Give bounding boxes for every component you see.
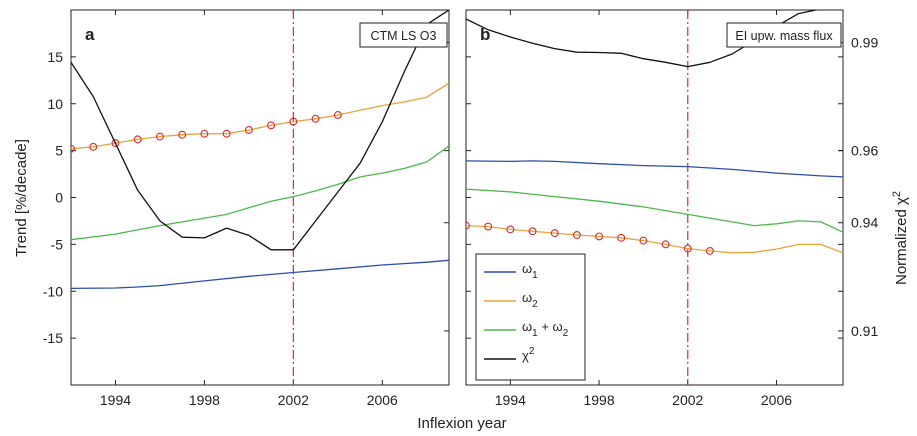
data-marker [572, 231, 581, 239]
y2-tick-label: 0.99 [851, 34, 878, 50]
data-marker [200, 129, 209, 138]
data-marker [550, 229, 559, 238]
y-tick-label: 10 [47, 96, 63, 112]
y2-tick-label: 0.91 [851, 323, 878, 339]
superscript-2: 2 [891, 191, 903, 197]
panel-title-box [359, 22, 448, 48]
data-marker [289, 117, 298, 126]
y-tick-label: -10 [43, 283, 63, 299]
panel-title: CTM LS O3 [371, 29, 437, 43]
x-tick-label: 2002 [672, 392, 703, 408]
series-line [466, 224, 843, 254]
data-marker [333, 111, 342, 119]
x-axis-label: Inflexion year [417, 415, 506, 432]
y-tick-label: 15 [47, 49, 63, 65]
panel-title-box [726, 22, 842, 48]
data-marker [89, 142, 98, 151]
data-marker [705, 246, 714, 255]
x-tick-label: 2006 [367, 392, 398, 408]
data-marker [71, 144, 75, 153]
data-marker [267, 121, 276, 130]
x-tick-label: 2002 [278, 392, 309, 408]
series-line [71, 145, 449, 241]
y-axis-label-left: Trend [%/decade] [13, 139, 30, 257]
data-marker [484, 222, 493, 231]
panel-letter: b [480, 25, 490, 44]
data-marker [222, 129, 231, 138]
y-tick-label: 0 [55, 190, 63, 206]
x-tick-label: 2006 [761, 392, 792, 408]
data-marker [506, 225, 515, 234]
series-group [71, 10, 449, 290]
data-marker [595, 232, 604, 241]
data-marker [155, 132, 164, 141]
series-line [466, 188, 843, 233]
x-tick-label: 1994 [495, 392, 526, 408]
data-marker [639, 236, 648, 245]
y-tick-label: -5 [51, 236, 64, 252]
data-marker [617, 233, 626, 242]
data-marker [111, 139, 120, 148]
y2-tick-label: 0.96 [851, 143, 878, 159]
data-marker [311, 114, 320, 123]
panel-a: 1994 1998 2002 2006 -15 -10 -5 0 5 10 15 a CTM LS O3 [43, 9, 450, 408]
x-tick-label: 1998 [189, 392, 220, 408]
x-tick-label: 1998 [583, 392, 614, 408]
y-tick-label: 5 [55, 143, 63, 159]
data-marker [683, 244, 692, 253]
series-line [71, 10, 449, 251]
panel-letter: a [85, 25, 95, 44]
data-marker [466, 221, 470, 230]
plot-frame [70, 9, 450, 386]
series-line [71, 82, 449, 150]
panel-title: EI upw. mass flux [735, 29, 833, 43]
series-line [71, 259, 449, 290]
data-marker [133, 135, 142, 144]
data-marker [661, 240, 670, 249]
y2-tick-label: 0.94 [851, 215, 878, 231]
data-marker [244, 126, 253, 134]
series-line [466, 160, 843, 178]
y-axis-label-right: Normalized χ2 [891, 191, 910, 285]
panel-b: 1994 1998 2002 2006 0.91 0.94 0.96 0.99 b EI upw.… [465, 9, 878, 408]
x-tick-label: 1994 [100, 392, 131, 408]
y-tick-label: -15 [43, 330, 63, 346]
data-marker [178, 130, 187, 139]
data-marker [528, 227, 537, 236]
